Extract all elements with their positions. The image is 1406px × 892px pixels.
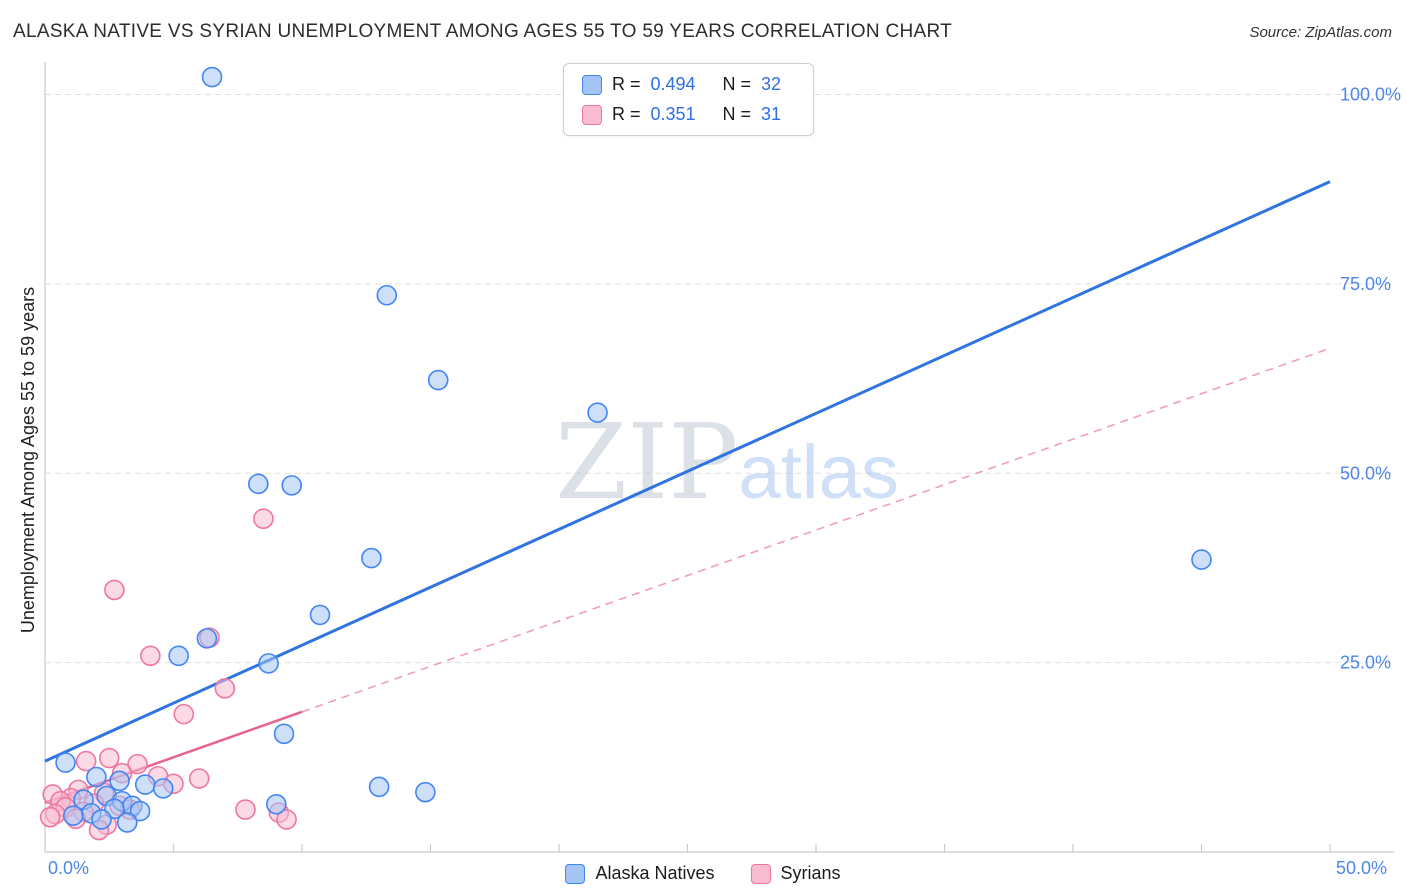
source-label: Source: ZipAtlas.com	[1249, 24, 1392, 41]
point-alaska-natives	[201, 66, 223, 88]
point-alaska-natives	[91, 809, 112, 830]
point-alaska-natives	[109, 770, 130, 792]
n-value: 31	[761, 104, 782, 124]
y-tick-label: 75.0%	[1340, 274, 1391, 294]
point-alaska-natives	[116, 812, 138, 833]
point-alaska-natives	[309, 604, 331, 626]
chart-title: ALASKA NATIVE VS SYRIAN UNEMPLOYMENT AMO…	[13, 21, 953, 42]
x-tick-label: 0.0%	[48, 858, 89, 878]
legend-label: Syrians	[780, 863, 841, 883]
y-axis-title: Unemployment Among Ages 55 to 59 years	[18, 286, 38, 634]
point-alaska-natives	[168, 645, 189, 667]
n-label: N =	[722, 74, 752, 94]
point-syrians	[104, 579, 125, 601]
point-alaska-natives	[1191, 549, 1212, 570]
point-syrians	[173, 703, 195, 725]
point-alaska-natives	[361, 547, 382, 569]
point-alaska-natives	[376, 284, 398, 306]
point-alaska-natives	[265, 793, 287, 815]
point-alaska-natives	[273, 723, 295, 745]
legend-item-alaska-natives: Alaska Natives	[565, 863, 715, 884]
alaska-natives-swatch	[582, 74, 602, 95]
point-alaska-natives	[258, 653, 279, 674]
n-value: 32	[761, 74, 782, 94]
series-legend: Alaska Natives Syrians	[0, 863, 1406, 884]
y-tick-label: 100.0%	[1340, 85, 1401, 105]
legend-box: R = 0.494 N = 32 R = 0.351 N = 31	[563, 63, 815, 136]
legend-item-syrians: Syrians	[750, 863, 841, 884]
syrians-swatch	[582, 104, 602, 125]
point-syrians	[98, 747, 120, 769]
point-alaska-natives	[368, 776, 390, 798]
point-alaska-natives	[62, 805, 84, 826]
point-syrians	[253, 508, 274, 530]
point-alaska-natives	[86, 766, 107, 788]
point-syrians	[39, 806, 61, 828]
point-alaska-natives	[587, 402, 608, 423]
r-value: 0.494	[650, 74, 696, 94]
n-label: N =	[722, 104, 752, 124]
point-alaska-natives	[134, 774, 156, 795]
point-syrians	[276, 809, 297, 830]
legend-label: Alaska Natives	[595, 863, 715, 883]
point-alaska-natives	[196, 628, 218, 649]
syrians-swatch	[750, 863, 771, 884]
point-syrians	[75, 750, 97, 772]
point-syrians	[140, 645, 161, 667]
r-value: 0.351	[650, 104, 696, 124]
point-alaska-natives	[281, 475, 303, 496]
point-syrians	[127, 753, 148, 775]
point-alaska-natives	[129, 800, 151, 822]
y-tick-label: 25.0%	[1340, 653, 1391, 673]
point-alaska-natives	[415, 781, 436, 803]
legend-row-syrians: R = 0.351 N = 31	[582, 104, 795, 125]
point-alaska-natives	[248, 473, 269, 495]
x-tick-label: 50.0%	[1336, 858, 1387, 878]
alaska-natives-swatch	[565, 863, 586, 884]
r-label: R =	[612, 104, 641, 124]
r-label: R =	[612, 74, 641, 94]
point-syrians	[188, 768, 210, 789]
trend-line-syrians-extrapolated	[301, 347, 1331, 713]
trend-line-alaska-natives	[44, 180, 1331, 763]
point-syrians	[214, 678, 236, 699]
y-tick-label: 50.0%	[1340, 463, 1391, 483]
point-alaska-natives	[427, 369, 449, 391]
watermark: ZIPatlas	[555, 401, 899, 523]
legend-row-alaska-natives: R = 0.494 N = 32	[582, 74, 795, 95]
point-syrians	[235, 799, 256, 820]
point-alaska-natives	[55, 752, 76, 773]
point-alaska-natives	[152, 778, 174, 799]
